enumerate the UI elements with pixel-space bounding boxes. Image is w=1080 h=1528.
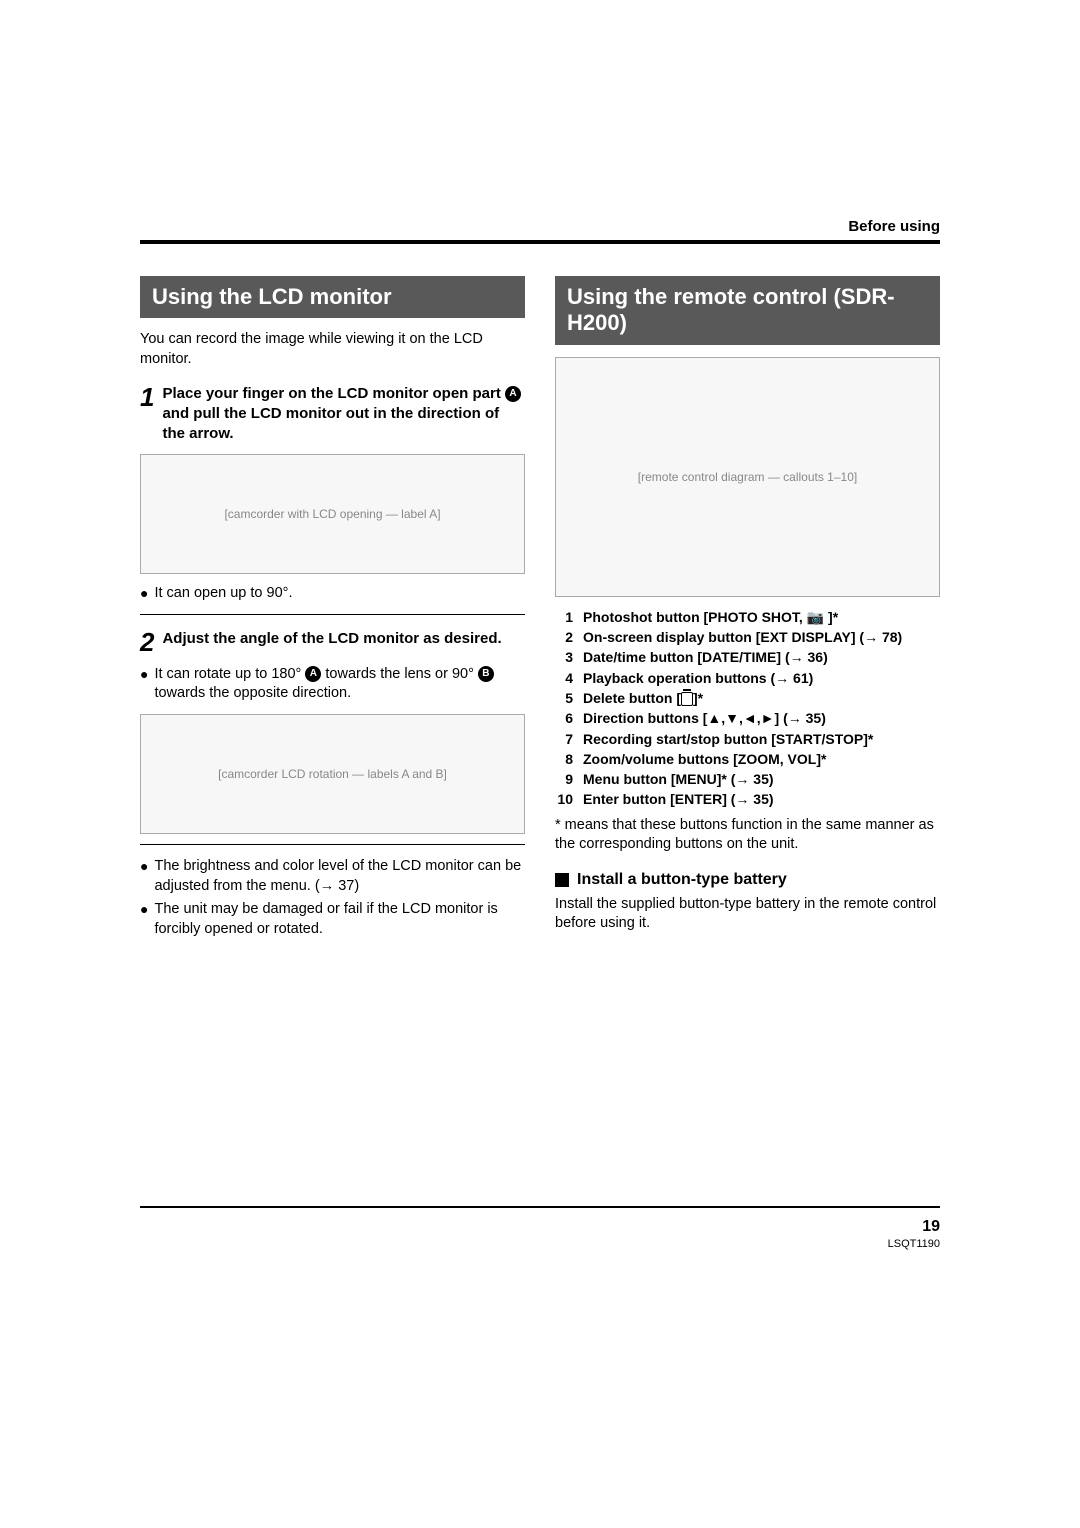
bullet-text: The unit may be damaged or fail if the L… xyxy=(154,900,525,939)
bullet-rotate: ● It can rotate up to 180° A towards the… xyxy=(140,665,525,704)
remote-list-item: 5 Delete button []* xyxy=(555,688,940,708)
bullet-text: It can open up to 90°. xyxy=(154,584,292,604)
remote-item-text: Playback operation buttons (→ 61) xyxy=(583,668,813,688)
remote-list-item: 6 Direction buttons [▲,▼,◄,►] (→ 35) xyxy=(555,708,940,728)
rotate-b: towards the lens or 90° xyxy=(321,666,478,682)
step-number: 1 xyxy=(140,384,154,445)
top-rule xyxy=(140,240,940,244)
install-battery-heading: Install a button-type battery xyxy=(555,871,940,889)
bullet-dot: ● xyxy=(140,584,148,604)
remote-item-number: 1 xyxy=(555,607,573,627)
section-breadcrumb: Before using xyxy=(848,218,940,235)
remote-item-number: 3 xyxy=(555,647,573,667)
step-1-text: Place your finger on the LCD monitor ope… xyxy=(162,384,525,445)
remote-item-text: On-screen display button [EXT DISPLAY] (… xyxy=(583,627,902,647)
label-a-icon: A xyxy=(305,666,321,682)
right-column: Using the remote control (SDR-H200) [rem… xyxy=(555,276,940,944)
label-b-icon: B xyxy=(478,666,494,682)
remote-item-text: Menu button [MENU]* (→ 35) xyxy=(583,769,774,789)
bullet-rotate-text: It can rotate up to 180° A towards the l… xyxy=(154,665,525,704)
remote-list-item: 8 Zoom/volume buttons [ZOOM, VOL]* xyxy=(555,749,940,769)
label-a-icon: A xyxy=(505,386,521,402)
square-bullet-icon xyxy=(555,873,569,887)
remote-list-item: 10 Enter button [ENTER] (→ 35) xyxy=(555,789,940,809)
remote-button-list: 1 Photoshot button [PHOTO SHOT, 📷 ]* 2 On-s… xyxy=(555,607,940,810)
bullet-dot: ● xyxy=(140,665,148,704)
bottom-rule xyxy=(140,1206,940,1208)
remote-item-text: Zoom/volume buttons [ZOOM, VOL]* xyxy=(583,749,826,769)
remote-item-text: Direction buttons [▲,▼,◄,►] (→ 35) xyxy=(583,708,826,728)
remote-item-number: 7 xyxy=(555,729,573,749)
thin-rule-2 xyxy=(140,844,525,845)
lcd-intro: You can record the image while viewing i… xyxy=(140,330,525,369)
step1-part-a: Place your finger on the LCD monitor ope… xyxy=(162,385,505,402)
remote-list-item: 1 Photoshot button [PHOTO SHOT, 📷 ]* xyxy=(555,607,940,627)
remote-list-item: 2 On-screen display button [EXT DISPLAY] … xyxy=(555,627,940,647)
remote-item-text: Recording start/stop button [START/STOP]… xyxy=(583,729,873,749)
step-1: 1 Place your finger on the LCD monitor o… xyxy=(140,384,525,445)
trash-icon xyxy=(681,692,693,706)
two-column-layout: Using the LCD monitor You can record the… xyxy=(140,276,940,944)
remote-item-number: 10 xyxy=(555,789,573,809)
asterisk-note: * means that these buttons function in t… xyxy=(555,816,940,855)
rotate-c: towards the opposite direction. xyxy=(154,685,351,701)
remote-item-number: 2 xyxy=(555,627,573,647)
remote-item-number: 9 xyxy=(555,769,573,789)
remote-item-number: 6 xyxy=(555,708,573,728)
remote-item-text: Date/time button [DATE/TIME] (→ 36) xyxy=(583,647,828,667)
remote-list-item: 9 Menu button [MENU]* (→ 35) xyxy=(555,769,940,789)
remote-item-text: Enter button [ENTER] (→ 35) xyxy=(583,789,774,809)
thin-rule-1 xyxy=(140,614,525,615)
page-number: 19 xyxy=(922,1218,940,1236)
remote-item-number: 4 xyxy=(555,668,573,688)
step-2: 2 Adjust the angle of the LCD monitor as… xyxy=(140,629,525,655)
step1-part-b: and pull the LCD monitor out in the dire… xyxy=(162,405,499,442)
left-column: Using the LCD monitor You can record the… xyxy=(140,276,525,944)
remote-item-text: Photoshot button [PHOTO SHOT, 📷 ]* xyxy=(583,607,838,627)
remote-list-item: 4 Playback operation buttons (→ 61) xyxy=(555,668,940,688)
remote-list-item: 3 Date/time button [DATE/TIME] (→ 36) xyxy=(555,647,940,667)
lcd-section-header: Using the LCD monitor xyxy=(140,276,525,318)
remote-item-number: 5 xyxy=(555,688,573,708)
remote-section-header: Using the remote control (SDR-H200) xyxy=(555,276,940,345)
bullet-damage: ●The unit may be damaged or fail if the … xyxy=(140,900,525,939)
lcd-rotate-figure: [camcorder LCD rotation — labels A and B… xyxy=(140,714,525,834)
install-battery-text: Install the supplied button-type battery… xyxy=(555,895,940,934)
remote-item-number: 8 xyxy=(555,749,573,769)
bullet-dot: ● xyxy=(140,857,148,896)
step-2-text: Adjust the angle of the LCD monitor as d… xyxy=(162,629,501,655)
bullet-dot: ● xyxy=(140,900,148,939)
bullet-text: The brightness and color level of the LC… xyxy=(154,857,525,896)
remote-item-text: Delete button []* xyxy=(583,688,703,708)
lcd-open-figure: [camcorder with LCD opening — label A] xyxy=(140,454,525,574)
rotate-a: It can rotate up to 180° xyxy=(154,666,305,682)
bullet-brightness: ●The brightness and color level of the L… xyxy=(140,857,525,896)
step-number: 2 xyxy=(140,629,154,655)
remote-list-item: 7 Recording start/stop button [START/STOP… xyxy=(555,729,940,749)
remote-figure: [remote control diagram — callouts 1–10] xyxy=(555,357,940,597)
install-battery-title: Install a button-type battery xyxy=(577,871,787,889)
bullet-open-90: ● It can open up to 90°. xyxy=(140,584,525,604)
document-code: LSQT1190 xyxy=(888,1238,940,1250)
